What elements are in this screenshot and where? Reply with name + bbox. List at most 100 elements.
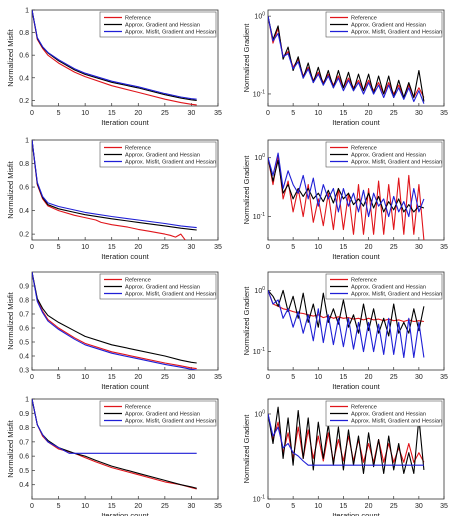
chart-panel-8: 0 5 10 15 20 25 30 35 10-1 100 Iteration count Norm… (242, 398, 448, 516)
legend-label: Reference (351, 146, 377, 152)
x-axis-label: Iteration count (101, 511, 149, 516)
legend-label: Approx. Gradient and Hessian (351, 23, 426, 29)
chart-panel-5: 0 5 10 15 20 25 30 35 0.3 0.4 0.5 0.6 0.7 0.8 0.9 Itera… (6, 271, 222, 391)
series-line-3 (268, 290, 425, 359)
y-axis-label: Normalized Misfit (6, 419, 15, 477)
y-tick-label: 0.3 (19, 368, 29, 375)
x-tick-label: 15 (108, 244, 116, 251)
x-tick-label: 5 (57, 110, 61, 117)
x-tick-label: 15 (340, 374, 348, 381)
x-tick-label: 35 (214, 110, 222, 117)
series-line-1 (32, 10, 197, 106)
x-tick-label: 35 (214, 503, 222, 510)
x-tick-label: 35 (440, 110, 448, 117)
x-tick-label: 30 (415, 110, 423, 117)
y-tick-label: 0.6 (19, 454, 29, 461)
y-tick-label: 0.5 (19, 340, 29, 347)
x-tick-label: 10 (81, 503, 89, 510)
legend-label: Approx. Gradient and Hessian (125, 412, 200, 418)
x-tick-label: 15 (108, 503, 116, 510)
x-tick-label: 30 (188, 374, 196, 381)
legend-label: Reference (125, 278, 151, 284)
y-tick-label: 0.9 (19, 411, 29, 418)
legend-label: Approx. Gradient and Hessian (351, 153, 426, 159)
x-tick-label: 10 (81, 110, 89, 117)
x-tick-label: 15 (108, 374, 116, 381)
series-line-3 (32, 399, 197, 454)
series-line-2 (32, 272, 197, 364)
series-group (32, 272, 197, 370)
y-tick-label: 0.8 (19, 298, 29, 305)
x-tick-label: 5 (57, 503, 61, 510)
series-line-3 (32, 140, 197, 229)
series-group (32, 10, 197, 106)
x-tick-label: 30 (415, 244, 423, 251)
legend-label: Approx. Gradient and Hessian (125, 285, 200, 291)
y-tick-label: 100 (254, 286, 265, 295)
chart-panel-7: 0 5 10 15 20 25 30 35 0.4 0.5 0.6 0.7 0.8 0.9 1 Iterati… (6, 397, 222, 516)
x-tick-label: 35 (440, 244, 448, 251)
y-axis-label: Normalized Gradient (242, 414, 251, 484)
legend-label: Approx. Misfit, Gradient and Hessian (351, 419, 442, 425)
x-tick-label: 5 (291, 374, 295, 381)
x-tick-label: 5 (291, 244, 295, 251)
series-group (268, 152, 425, 240)
legend-label: Reference (351, 405, 377, 411)
x-axis-label: Iteration count (101, 252, 149, 261)
x-tick-label: 20 (134, 374, 142, 381)
x-tick-label: 30 (188, 110, 196, 117)
x-tick-label: 25 (161, 110, 169, 117)
y-tick-label: 1 (25, 8, 29, 15)
x-tick-label: 35 (214, 374, 222, 381)
x-tick-label: 30 (415, 503, 423, 510)
y-tick-label: 100 (254, 12, 265, 21)
x-axis-label: Iteration count (332, 511, 380, 516)
legend-label: Approx. Gradient and Hessian (351, 412, 426, 418)
legend-label: Approx. Misfit, Gradient and Hessian (351, 160, 442, 166)
series-line-1 (32, 272, 197, 370)
y-tick-label: 100 (254, 153, 265, 162)
x-tick-label: 20 (365, 374, 373, 381)
x-tick-label: 5 (291, 503, 295, 510)
series-group (268, 406, 425, 474)
y-tick-label: 0.8 (19, 425, 29, 432)
series-group (32, 399, 197, 490)
x-axis-label: Iteration count (332, 118, 380, 127)
x-tick-label: 35 (214, 244, 222, 251)
x-tick-label: 15 (340, 503, 348, 510)
x-tick-label: 25 (161, 244, 169, 251)
chart-panel-2: 0 5 10 15 20 25 30 35 10-1 100 Iteration count Norm… (242, 9, 448, 127)
chart-panel-6: 0 5 10 15 20 25 30 35 10-1 100 Iteration count Norm… (242, 271, 448, 391)
y-tick-label: 10-1 (253, 495, 265, 504)
x-tick-label: 20 (134, 110, 142, 117)
x-tick-label: 20 (134, 244, 142, 251)
series-group (32, 140, 197, 240)
y-axis-label: Normalized Gradient (242, 23, 251, 93)
x-tick-label: 5 (57, 374, 61, 381)
x-tick-label: 5 (57, 244, 61, 251)
series-line-1 (268, 290, 424, 323)
x-tick-label: 10 (314, 374, 322, 381)
y-tick-label: 0.4 (19, 208, 29, 215)
y-tick-label: 1 (25, 397, 29, 404)
y-tick-label: 0.6 (19, 53, 29, 60)
legend-label: Reference (125, 405, 151, 411)
y-axis-label: Normalized Misfit (6, 28, 15, 86)
y-tick-label: 0.2 (19, 98, 29, 105)
y-tick-label: 0.5 (19, 468, 29, 475)
x-tick-label: 0 (266, 244, 270, 251)
legend-label: Reference (125, 16, 151, 22)
x-axis-label: Iteration count (332, 382, 380, 391)
y-tick-label: 0.2 (19, 232, 29, 239)
series-line-1 (268, 154, 425, 240)
y-tick-label: 0.9 (19, 284, 29, 291)
x-tick-label: 30 (188, 244, 196, 251)
legend-label: Reference (125, 146, 151, 152)
x-tick-label: 10 (81, 374, 89, 381)
chart-panel-4: 0 5 10 15 20 25 30 35 10-1 100 Iteration count Norm… (242, 139, 448, 261)
x-tick-label: 25 (390, 374, 398, 381)
